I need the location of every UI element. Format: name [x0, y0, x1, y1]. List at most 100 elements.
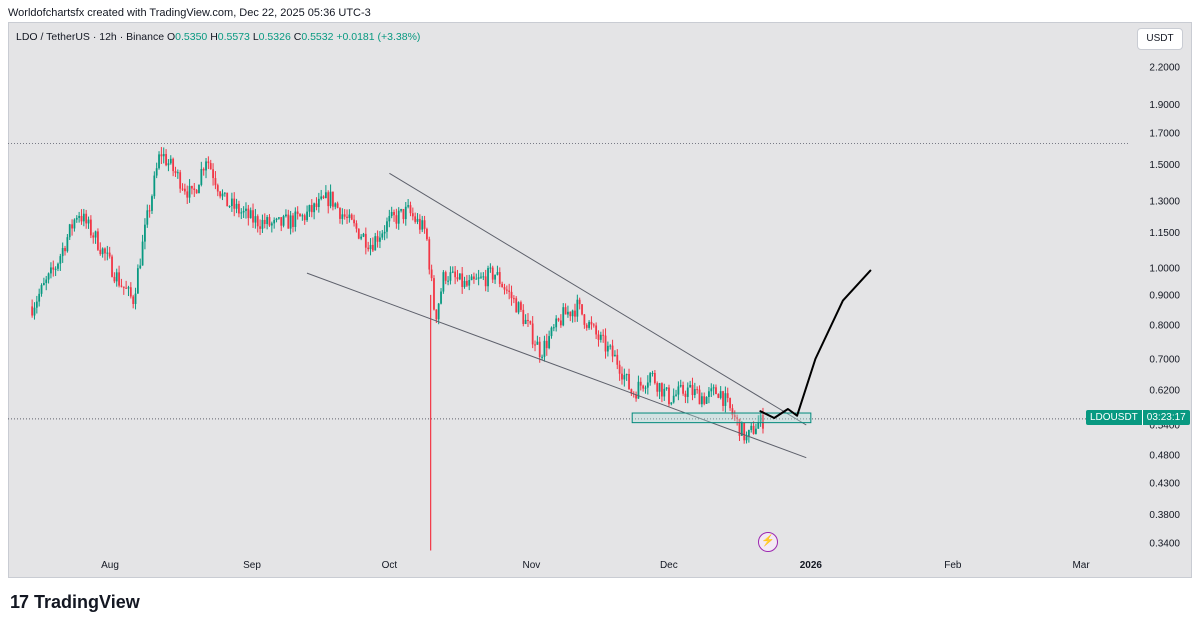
candle-body — [240, 212, 243, 214]
candle-body — [512, 298, 515, 300]
candle-body — [191, 185, 193, 189]
candle-body — [273, 219, 276, 224]
candle-body — [327, 192, 330, 207]
candle-body — [193, 188, 196, 191]
candle-body — [745, 436, 748, 441]
candle-body — [482, 276, 485, 278]
price-tick-label: 0.9000 — [1149, 290, 1180, 301]
candle-body — [463, 280, 466, 287]
candle-body — [336, 203, 339, 208]
candle-body — [705, 396, 708, 404]
candle-body — [66, 237, 69, 252]
candle-body — [94, 231, 97, 238]
candle-body — [179, 172, 182, 189]
candle-body — [214, 178, 217, 186]
candle-body — [606, 345, 609, 352]
candle-body — [442, 272, 445, 292]
projection-path — [759, 269, 872, 420]
candle-body — [729, 398, 731, 409]
candle-body — [630, 389, 633, 394]
candle-body — [527, 319, 529, 322]
price-tick-label: 0.3800 — [1149, 510, 1180, 521]
candle-body — [522, 309, 525, 324]
candle-body — [270, 223, 273, 226]
grid — [8, 143, 1128, 420]
candle-body — [722, 391, 724, 406]
candle-body — [308, 205, 311, 212]
candle-body — [35, 301, 38, 308]
candle-body — [362, 233, 365, 237]
candle-body — [141, 241, 144, 266]
candle-body — [381, 233, 384, 238]
candle-body — [616, 354, 619, 365]
candle-body — [583, 314, 586, 325]
candle-body — [679, 385, 682, 387]
candle-body — [252, 210, 254, 223]
candle-body — [282, 216, 285, 226]
time-axis[interactable]: Aug Sep Oct Nov Dec 2026 Feb Mar — [101, 560, 1090, 571]
candle-body — [665, 387, 668, 389]
candle-body — [160, 154, 163, 157]
candle-body — [87, 219, 90, 224]
candle-body — [301, 215, 304, 217]
candle-body — [658, 383, 661, 392]
price-tick-label: 0.4800 — [1149, 451, 1180, 462]
candle-body — [122, 286, 125, 288]
candle-body — [524, 319, 527, 324]
price-chart[interactable]: 2.2000 1.9000 1.7000 1.5000 1.3000 1.1500 1.00… — [8, 22, 1192, 578]
candle-body — [468, 280, 471, 286]
candle-body — [299, 213, 301, 217]
candle-body — [564, 307, 567, 315]
candle-body — [303, 215, 306, 221]
price-axis[interactable]: 2.2000 1.9000 1.7000 1.5000 1.3000 1.1500 1.00… — [1149, 63, 1180, 550]
candle-body — [491, 267, 494, 280]
candle-body — [597, 334, 600, 340]
candle-body — [668, 387, 670, 405]
price-tick-label: 0.8000 — [1149, 320, 1180, 331]
candle-body — [510, 291, 513, 299]
candle-body — [97, 231, 99, 250]
candle-body — [383, 231, 386, 234]
candle-body — [169, 158, 172, 164]
legend-high: H0.5573 — [210, 31, 250, 43]
candle-body — [360, 236, 363, 239]
candle-body — [618, 364, 621, 374]
candle-body — [57, 263, 59, 269]
candle-body — [552, 327, 555, 329]
tradingview-brand[interactable]: 17 TradingView — [10, 592, 140, 613]
candle-body — [324, 192, 327, 199]
candle-body — [644, 387, 647, 389]
candle-body — [89, 219, 92, 236]
candle-body — [543, 340, 546, 357]
candle-body — [310, 205, 313, 213]
legend-low: L0.5326 — [252, 31, 291, 43]
candle-body — [625, 374, 628, 376]
candle-body — [73, 219, 76, 229]
candle-body — [99, 249, 102, 255]
candle-body — [148, 210, 151, 212]
candle-body — [115, 272, 118, 282]
price-tick-label: 0.6200 — [1149, 385, 1180, 396]
candle-body — [259, 226, 261, 229]
candle-body — [38, 293, 41, 302]
candle-body — [724, 393, 727, 406]
candle-body — [691, 384, 694, 396]
candle-body — [390, 212, 393, 217]
candle-body — [393, 212, 395, 216]
candle-body — [92, 235, 95, 238]
candle-body — [343, 214, 346, 217]
candle-body — [407, 205, 410, 207]
candle-body — [501, 283, 504, 288]
candle-body — [367, 247, 370, 250]
candle-body — [747, 429, 750, 437]
candle-body — [635, 394, 637, 399]
time-tick-label: Aug — [101, 560, 119, 571]
candle-body — [212, 169, 214, 179]
candle-body — [52, 267, 55, 270]
candle-body — [245, 208, 247, 211]
lightning-icon[interactable]: ⚡ — [758, 532, 778, 552]
currency-button[interactable]: USDT — [1137, 28, 1183, 50]
drawings[interactable] — [306, 172, 872, 459]
candle-body — [59, 256, 62, 264]
candle-body — [320, 196, 323, 199]
